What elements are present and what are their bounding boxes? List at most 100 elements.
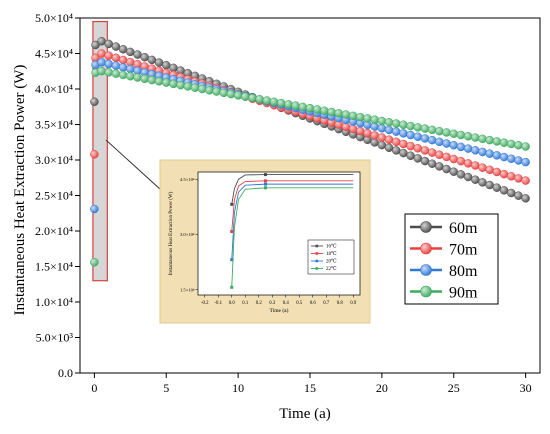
data-point-80m bbox=[514, 156, 523, 165]
x-tick-label: 15 bbox=[304, 381, 316, 395]
data-point-90m bbox=[147, 75, 157, 85]
data-point-90m bbox=[248, 93, 257, 103]
inset-x-tick-label: 0.0 bbox=[229, 301, 236, 306]
main-series-layer bbox=[90, 37, 530, 267]
data-point-90m bbox=[356, 112, 365, 122]
data-point-90m bbox=[320, 106, 329, 115]
data-point-60m bbox=[420, 156, 430, 166]
data-point-60m bbox=[485, 180, 494, 190]
data-point-90m bbox=[219, 88, 228, 98]
data-point-60m bbox=[449, 167, 458, 176]
data-point-80m bbox=[427, 135, 437, 145]
data-point-90m bbox=[392, 119, 401, 128]
inset-x-tick-label: 0.1 bbox=[242, 301, 249, 306]
data-point-60m bbox=[133, 50, 142, 59]
data-point-60m bbox=[111, 42, 121, 51]
data-point-90m bbox=[427, 125, 437, 135]
data-point-60m bbox=[406, 151, 415, 160]
data-point-80m bbox=[90, 204, 99, 214]
inset-legend-label: 18℃ bbox=[326, 251, 337, 257]
inset-legend-marker bbox=[315, 244, 319, 248]
data-point-70m bbox=[90, 150, 99, 159]
inset-x-tick-label: 0.5 bbox=[296, 301, 303, 306]
data-point-70m bbox=[118, 55, 128, 65]
data-point-90m bbox=[284, 100, 293, 109]
data-point-70m bbox=[427, 148, 437, 157]
data-point-80m bbox=[420, 134, 430, 143]
data-point-90m bbox=[133, 73, 142, 82]
data-point-90m bbox=[334, 109, 343, 118]
data-point-60m bbox=[90, 97, 99, 107]
x-tick-label: 30 bbox=[520, 381, 532, 395]
inset-marker-16℃ bbox=[264, 173, 267, 177]
data-point-90m bbox=[154, 77, 164, 86]
x-tick-label: 5 bbox=[163, 381, 169, 395]
data-point-90m bbox=[399, 120, 408, 130]
data-point-70m bbox=[363, 128, 372, 138]
data-point-60m bbox=[478, 178, 487, 187]
inset-marker-18℃ bbox=[264, 179, 267, 183]
data-point-90m bbox=[384, 117, 394, 127]
y-tick-label: 1.0×10⁴ bbox=[35, 295, 73, 309]
data-point-90m bbox=[183, 82, 193, 91]
data-point-80m bbox=[435, 137, 444, 147]
inset-legend-marker bbox=[315, 252, 319, 255]
inset-marker-16℃ bbox=[230, 202, 234, 206]
inset-plot-frame bbox=[197, 171, 361, 296]
data-point-90m bbox=[176, 80, 185, 90]
data-point-90m bbox=[162, 78, 171, 87]
data-point-70m bbox=[406, 141, 415, 151]
data-point-90m bbox=[212, 87, 221, 96]
data-point-90m bbox=[97, 66, 106, 76]
data-point-60m bbox=[435, 162, 444, 171]
data-point-70m bbox=[420, 146, 430, 155]
legend-marker bbox=[420, 285, 432, 298]
legend-marker bbox=[420, 264, 432, 276]
data-point-80m bbox=[97, 58, 106, 67]
data-point-70m bbox=[104, 51, 113, 60]
data-point-90m bbox=[420, 124, 430, 133]
data-point-70m bbox=[514, 174, 523, 183]
data-point-90m bbox=[226, 89, 236, 99]
inset-line-20℃ bbox=[231, 183, 354, 260]
data-point-70m bbox=[356, 126, 365, 136]
inset-line-22℃ bbox=[231, 187, 354, 288]
inset-marker-20℃ bbox=[230, 258, 234, 262]
y-tick-label: 5.0×10⁴ bbox=[35, 11, 73, 25]
data-point-60m bbox=[427, 159, 437, 168]
data-point-60m bbox=[442, 164, 451, 174]
x-tick-label: 25 bbox=[448, 381, 460, 395]
data-point-90m bbox=[463, 132, 473, 141]
inset-marker-18℃ bbox=[230, 229, 234, 233]
inset-x-tick-label: 0.9 bbox=[350, 301, 357, 306]
inset-legend-marker bbox=[315, 259, 319, 263]
data-point-80m bbox=[111, 61, 121, 70]
y-tick-label: 5.0×10³ bbox=[36, 331, 74, 345]
inset-marker-20℃ bbox=[264, 182, 267, 186]
inset-x-tick-label: 0.3 bbox=[269, 301, 276, 306]
data-point-70m bbox=[471, 161, 480, 170]
data-point-90m bbox=[312, 105, 322, 114]
data-point-60m bbox=[463, 172, 473, 182]
data-point-80m bbox=[399, 129, 408, 138]
data-point-70m bbox=[485, 165, 494, 175]
data-point-70m bbox=[449, 154, 458, 164]
inset-x-tick-label: 0.7 bbox=[323, 301, 330, 306]
inset-x-tick-label: 0.6 bbox=[310, 301, 317, 306]
inset-legend-label: 22℃ bbox=[326, 266, 337, 272]
data-point-60m bbox=[521, 194, 530, 203]
data-point-60m bbox=[492, 183, 502, 192]
data-point-90m bbox=[233, 91, 243, 100]
data-point-70m bbox=[377, 133, 387, 142]
inset-x-tick-label: 0.8 bbox=[337, 301, 344, 306]
y-tick-label: 1.5×10⁴ bbox=[35, 260, 73, 274]
y-tick-label: 4.5×10⁴ bbox=[35, 47, 73, 61]
data-point-80m bbox=[126, 64, 135, 74]
x-tick-label: 0 bbox=[91, 381, 97, 395]
data-point-80m bbox=[413, 132, 423, 141]
data-point-90m bbox=[291, 101, 300, 110]
data-point-60m bbox=[97, 37, 106, 46]
data-point-80m bbox=[471, 146, 480, 155]
inset-legend-label: 20℃ bbox=[326, 259, 337, 265]
